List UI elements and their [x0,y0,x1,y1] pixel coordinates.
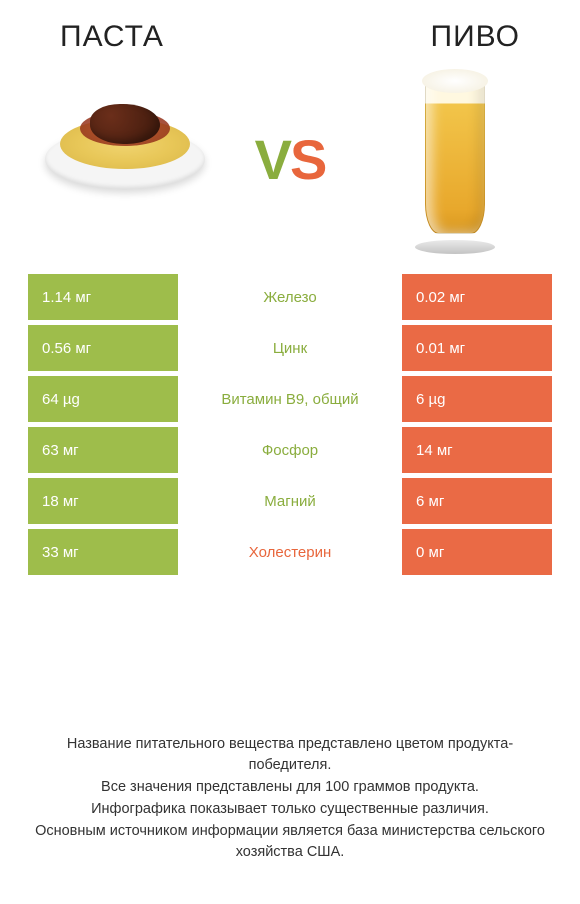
plate-icon [45,129,205,189]
table-row: 1.14 мгЖелезо0.02 мг [28,274,552,320]
right-value-cell: 14 мг [402,427,552,473]
nutrient-label: Магний [178,478,402,524]
images-row: VS [0,64,580,274]
table-row: 18 мгМагний6 мг [28,478,552,524]
table-row: 63 мгФосфор14 мг [28,427,552,473]
comparison-table: 1.14 мгЖелезо0.02 мг 0.56 мгЦинк0.01 мг 64… [0,274,580,575]
footnote-line: Название питательного вещества представл… [28,734,552,778]
table-row: 0.56 мгЦинк0.01 мг [28,325,552,371]
header: ПАСТА ПИВО [0,0,580,64]
right-value-cell: 0.01 мг [402,325,552,371]
beer-image [370,74,540,244]
nutrient-label: Холестерин [178,529,402,575]
right-value-cell: 6 мг [402,478,552,524]
nutrient-label: Фосфор [178,427,402,473]
left-value-cell: 1.14 мг [28,274,178,320]
vs-label: VS [255,127,326,192]
left-value-cell: 63 мг [28,427,178,473]
right-value-cell: 6 µg [402,376,552,422]
nutrient-label: Железо [178,274,402,320]
footnote-line: Основным источником информации является … [28,821,552,865]
right-value-cell: 0.02 мг [402,274,552,320]
table-row: 33 мгХолестерин0 мг [28,529,552,575]
vs-letter-v: V [255,127,290,192]
left-value-cell: 18 мг [28,478,178,524]
footnote-line: Все значения представлены для 100 граммо… [28,777,552,799]
right-product-title: ПИВО [431,20,520,54]
nutrient-label: Витамин B9, общий [178,376,402,422]
pasta-image [40,74,210,244]
beer-glass-icon [405,64,505,254]
left-product-title: ПАСТА [60,20,164,54]
left-value-cell: 64 µg [28,376,178,422]
vs-letter-s: S [290,127,325,192]
table-row: 64 µgВитамин B9, общий6 µg [28,376,552,422]
right-value-cell: 0 мг [402,529,552,575]
footnote-line: Инфографика показывает только существенн… [28,799,552,821]
nutrient-label: Цинк [178,325,402,371]
left-value-cell: 0.56 мг [28,325,178,371]
left-value-cell: 33 мг [28,529,178,575]
footnotes: Название питательного вещества представл… [0,734,580,865]
